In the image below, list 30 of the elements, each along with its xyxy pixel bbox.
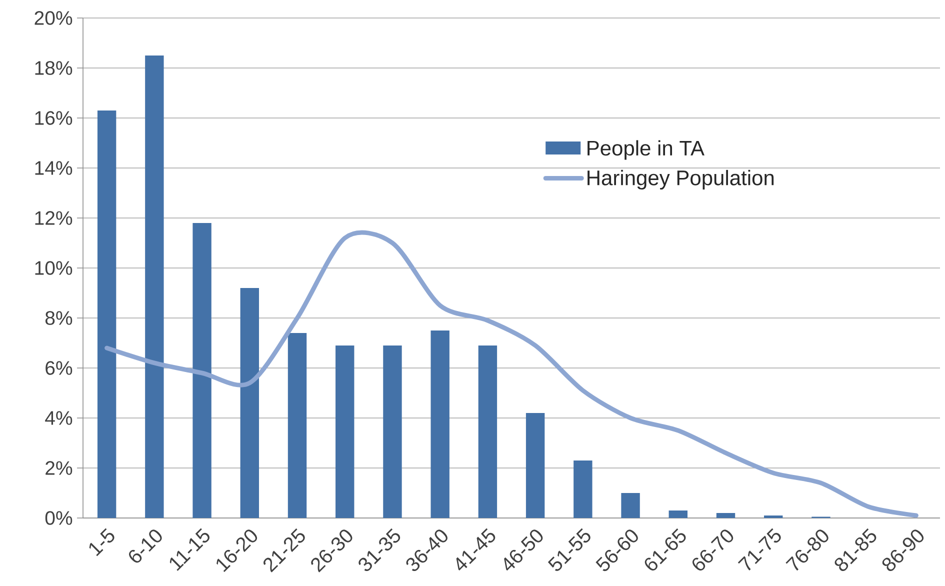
- bar: [621, 492, 640, 518]
- bar: [574, 460, 592, 518]
- bar: [97, 110, 116, 518]
- y-tick-label: 10%: [35, 261, 72, 275]
- y-tick-label: 8%: [45, 311, 72, 325]
- y-tick-label: 18%: [35, 61, 72, 75]
- y-tick-label: 16%: [35, 111, 72, 125]
- y-tick-label: 12%: [35, 211, 72, 225]
- bar: [478, 345, 498, 518]
- bar: [716, 512, 736, 518]
- y-tick-label: 6%: [46, 361, 72, 375]
- legend-label: Haringey Population: [588, 170, 774, 190]
- y-tick-label: 0%: [45, 511, 72, 525]
- y-tick-label: 20%: [34, 11, 72, 25]
- x-tick-label: 1-5: [89, 528, 114, 556]
- bar: [192, 222, 212, 518]
- bar: [336, 345, 354, 518]
- bar: [240, 288, 259, 518]
- bar: [288, 332, 307, 518]
- x-tick-label: 6-10: [129, 530, 162, 563]
- bar: [526, 412, 545, 518]
- bar: [668, 510, 688, 518]
- y-tick-label: 4%: [45, 411, 72, 425]
- bar: [383, 345, 402, 518]
- y-tick-label: 2%: [46, 461, 72, 475]
- bar: [430, 330, 450, 518]
- bar: [764, 515, 783, 518]
- legend-label: People in TA: [588, 140, 704, 160]
- bar: [145, 55, 164, 518]
- y-tick-label: 14%: [35, 161, 72, 175]
